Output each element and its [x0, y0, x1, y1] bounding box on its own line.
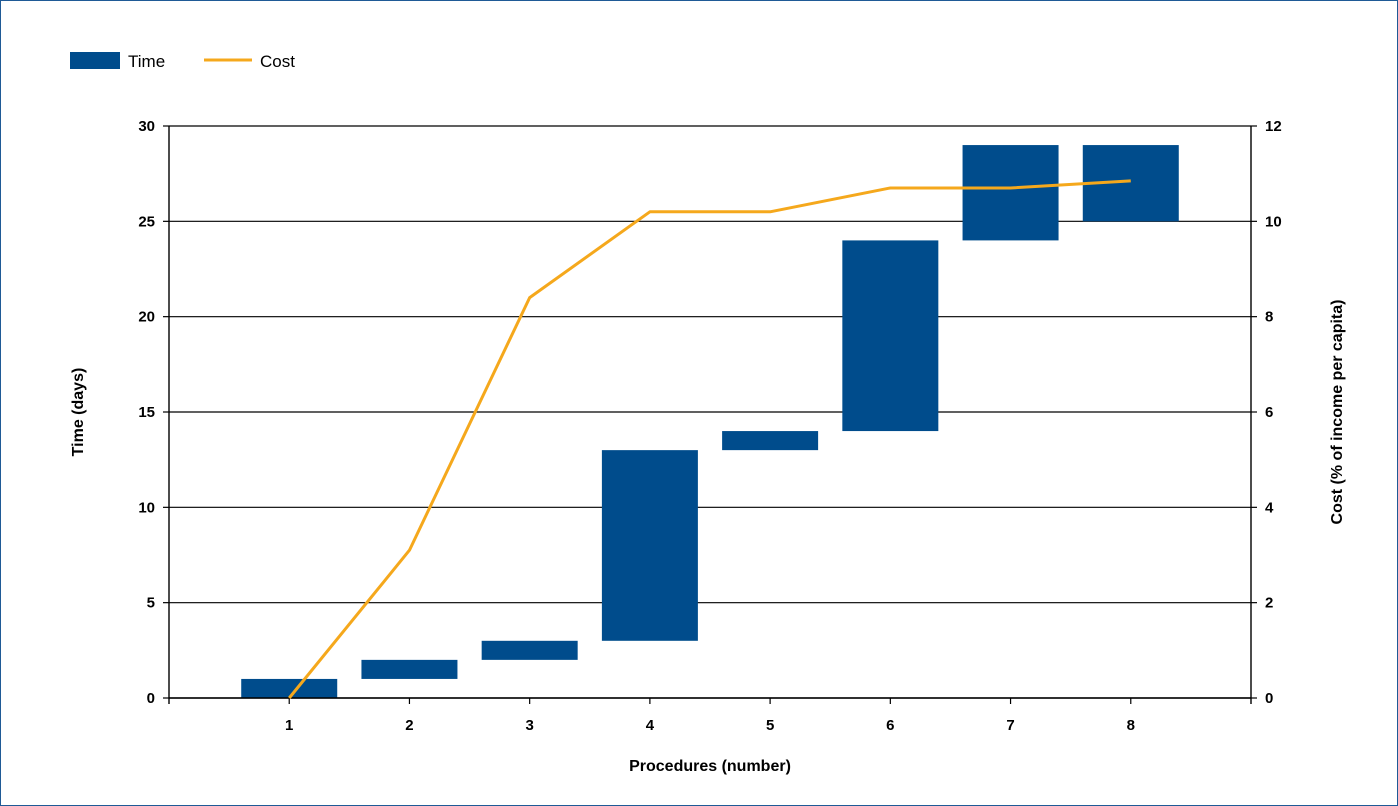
time-bar	[842, 240, 939, 432]
y-tick-label: 25	[138, 213, 155, 230]
y-tick-label: 10	[138, 499, 155, 516]
x-tick-label: 5	[766, 717, 774, 734]
time-bar	[241, 678, 338, 698]
y-tick-label: 20	[138, 309, 155, 326]
legend: Time Cost	[70, 52, 295, 71]
time-bar	[601, 450, 698, 641]
y2-tick-label: 6	[1265, 404, 1273, 421]
y2-tick-label: 4	[1265, 499, 1274, 516]
x-tick-label: 3	[525, 717, 533, 734]
time-bar	[481, 640, 578, 660]
x-tick-label: 7	[1006, 717, 1014, 734]
cost-line-group	[288, 179, 1131, 699]
y-tick-label: 30	[138, 118, 155, 135]
x-tick-label: 6	[886, 717, 894, 734]
y2-tick-label: 10	[1265, 213, 1282, 230]
cost-line	[288, 179, 1131, 699]
y2-tick-label: 0	[1265, 690, 1273, 707]
y2-axis-title: Cost (% of income per capita)	[1329, 300, 1346, 525]
y-tick-label: 5	[147, 595, 155, 612]
x-tick-label: 1	[285, 717, 293, 734]
time-bars	[241, 145, 1179, 698]
x-tick-label: 8	[1127, 717, 1135, 734]
legend-cost-label: Cost	[260, 52, 295, 71]
y2-tick-label: 8	[1265, 309, 1273, 326]
time-bar	[962, 145, 1059, 241]
y-tick-label: 0	[147, 690, 155, 707]
time-bar	[361, 659, 458, 679]
x-axis-title: Procedures (number)	[629, 758, 791, 775]
legend-time-label: Time	[128, 52, 165, 71]
legend-time-swatch	[70, 52, 120, 69]
y-tick-label: 15	[138, 404, 155, 421]
y2-tick-label: 2	[1265, 595, 1273, 612]
x-tick-label: 2	[405, 717, 413, 734]
y-axis-title: Time (days)	[70, 368, 87, 457]
x-tick-label: 4	[646, 717, 655, 734]
time-bar	[722, 431, 819, 451]
y2-tick-label: 12	[1265, 118, 1282, 135]
